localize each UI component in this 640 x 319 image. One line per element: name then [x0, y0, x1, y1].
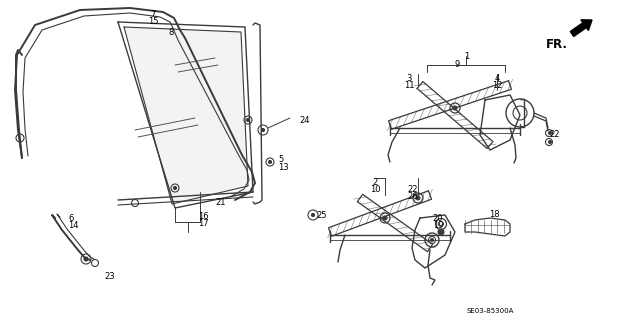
Circle shape [453, 106, 457, 110]
Text: 4: 4 [494, 74, 500, 83]
Circle shape [548, 140, 552, 144]
Text: 21: 21 [215, 198, 225, 207]
Text: 1: 1 [465, 52, 470, 61]
Text: 16: 16 [198, 212, 208, 221]
Text: 7: 7 [150, 10, 156, 19]
Text: 3: 3 [406, 74, 412, 83]
Text: 20: 20 [433, 214, 444, 223]
Text: 24: 24 [299, 116, 310, 125]
Circle shape [312, 213, 314, 217]
Text: 19: 19 [433, 221, 444, 230]
Text: 6: 6 [68, 214, 74, 223]
Text: 17: 17 [198, 219, 208, 228]
Circle shape [246, 118, 250, 122]
Text: 10: 10 [370, 185, 380, 194]
Circle shape [416, 196, 420, 200]
Circle shape [173, 187, 177, 189]
Circle shape [431, 239, 433, 241]
Text: 2: 2 [372, 178, 378, 187]
Text: 22: 22 [408, 185, 419, 194]
Circle shape [84, 257, 88, 261]
Circle shape [548, 131, 552, 135]
Circle shape [262, 129, 264, 131]
Circle shape [269, 160, 271, 164]
Text: SE03-85300A: SE03-85300A [467, 308, 514, 314]
Circle shape [438, 229, 444, 235]
Text: 23: 23 [105, 272, 115, 281]
Text: 5: 5 [278, 155, 284, 164]
FancyArrow shape [570, 20, 592, 36]
Text: 26: 26 [408, 192, 419, 201]
Text: 9: 9 [454, 60, 460, 69]
Text: 13: 13 [278, 163, 289, 172]
Text: 15: 15 [148, 17, 158, 26]
Polygon shape [124, 27, 248, 204]
Text: 8: 8 [168, 28, 173, 37]
Text: 18: 18 [489, 210, 499, 219]
Text: 11: 11 [404, 81, 414, 90]
Text: 22: 22 [549, 130, 559, 139]
Text: 14: 14 [68, 221, 79, 230]
Circle shape [383, 216, 387, 220]
Text: 12: 12 [492, 81, 502, 90]
Text: 25: 25 [316, 211, 326, 220]
Text: FR.: FR. [546, 38, 568, 51]
